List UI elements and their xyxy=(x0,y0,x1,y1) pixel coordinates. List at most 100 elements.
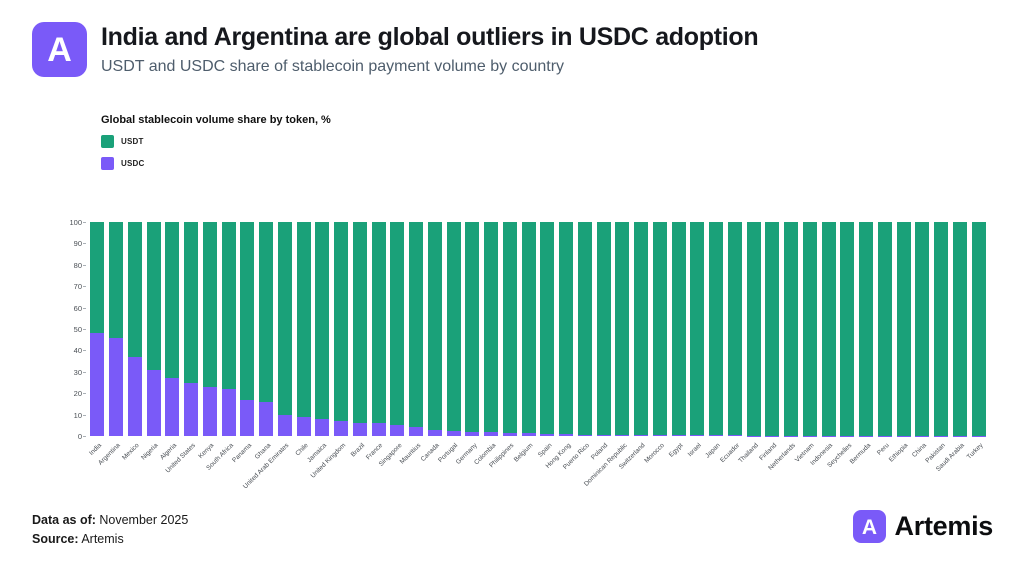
usdt-segment xyxy=(240,222,255,400)
usdt-segment xyxy=(615,222,630,435)
bar-slot xyxy=(876,222,895,436)
bar-ghana xyxy=(259,222,274,436)
bar-slot xyxy=(163,222,182,436)
usdt-segment xyxy=(184,222,199,383)
bar-slot xyxy=(407,222,426,436)
data-as-of-line: Data as of: November 2025 xyxy=(32,511,188,530)
bar-slot xyxy=(932,222,951,436)
usdc-segment xyxy=(709,435,724,436)
usdc-segment xyxy=(277,414,292,436)
usdc-segment xyxy=(259,401,274,436)
bar-puerto-rico xyxy=(577,222,592,436)
bar-algeria xyxy=(165,222,180,436)
usdc-segment xyxy=(127,356,142,436)
usdt-segment xyxy=(652,222,667,436)
bar-slot xyxy=(126,222,145,436)
usdt-segment xyxy=(146,222,161,370)
y-axis-tick-mark xyxy=(83,264,86,266)
usdc-segment xyxy=(165,378,180,436)
y-axis-tick-mark xyxy=(83,393,86,395)
y-axis-tick-mark xyxy=(83,436,86,437)
usdt-segment xyxy=(502,222,517,433)
bar-slot xyxy=(444,222,463,436)
y-axis-tick-label: 20 xyxy=(73,389,82,399)
bar-pakistan xyxy=(934,222,949,436)
data-as-of-value: November 2025 xyxy=(95,513,189,527)
usdt-segment xyxy=(334,222,349,422)
x-axis-label: Israel xyxy=(687,442,704,459)
x-axis-label: Peru xyxy=(876,442,891,457)
source-value: Artemis xyxy=(78,531,124,546)
bar-slot xyxy=(351,222,370,436)
usdt-segment xyxy=(484,222,499,432)
bar-slot xyxy=(313,222,332,436)
bar-slot xyxy=(838,222,857,436)
usdc-segment xyxy=(240,399,255,436)
bar-slot xyxy=(238,222,257,436)
bar-poland xyxy=(596,222,611,436)
y-axis-tick-label: 100 xyxy=(69,218,82,227)
y-axis-tick-label: 60 xyxy=(73,303,82,313)
brand-lockup: A Artemis xyxy=(852,510,993,543)
x-axis-label: Nigeria xyxy=(140,442,160,462)
usdt-segment xyxy=(427,222,442,430)
usdc-segment xyxy=(652,435,667,436)
usdc-segment xyxy=(315,418,330,436)
bar-ethiopia xyxy=(896,222,911,436)
bar-slot xyxy=(913,222,932,436)
x-axis-label: India xyxy=(88,442,104,457)
bar-slot xyxy=(482,222,501,436)
y-axis: 0 10 20 30 40 50 60 70 80 90 100 xyxy=(58,218,86,441)
usdc-segment xyxy=(671,435,686,436)
source-label: Source: xyxy=(32,531,79,546)
usdt-segment xyxy=(296,222,311,417)
legend-label-usdt: USDT xyxy=(121,137,144,146)
usdt-segment xyxy=(540,222,555,434)
usdc-segment xyxy=(596,434,611,436)
bar-morocco xyxy=(652,222,667,436)
usdt-segment xyxy=(727,222,742,436)
bar-france xyxy=(371,222,386,436)
x-axis-labels: India Argentina Mexico Nigeria Algeria United… xyxy=(88,440,988,510)
x-axis-label: Japan xyxy=(704,442,723,460)
usdc-segment xyxy=(615,434,630,436)
usdt-segment xyxy=(690,222,705,436)
bar-ecuador xyxy=(727,222,742,436)
usdt-segment xyxy=(596,222,611,435)
usdt-segment xyxy=(952,222,967,436)
usdc-segment xyxy=(334,421,349,436)
bar-indonesia xyxy=(821,222,836,436)
legend-title: Global stablecoin volume share by token,… xyxy=(101,114,331,126)
bar-hong-kong xyxy=(559,222,574,436)
bar-slot xyxy=(669,222,688,436)
header: A India and Argentina are global outlier… xyxy=(32,22,759,77)
usdt-segment xyxy=(840,222,855,436)
bar-mexico xyxy=(127,222,142,436)
bar-portugal xyxy=(446,222,461,436)
bar-saudi-arabia xyxy=(952,222,967,436)
bar-slot xyxy=(857,222,876,436)
legend-item-usdc: USDC xyxy=(101,157,331,170)
usdt-segment xyxy=(465,222,480,432)
bar-india xyxy=(90,222,105,436)
x-axis-label: Mexico xyxy=(121,442,141,462)
bar-bermuda xyxy=(859,222,874,436)
bar-slot xyxy=(613,222,632,436)
bar-dominican-republic xyxy=(615,222,630,436)
bar-colombia xyxy=(484,222,499,436)
usdc-segment xyxy=(146,369,161,436)
artemis-logo-small-icon: A xyxy=(852,510,886,543)
y-axis-tick-label: 90 xyxy=(73,239,82,249)
usdt-segment xyxy=(127,222,142,357)
bar-slot xyxy=(538,222,557,436)
usdc-segment xyxy=(727,435,742,436)
bar-slot xyxy=(819,222,838,436)
bar-nigeria xyxy=(146,222,161,436)
bar-egypt xyxy=(671,222,686,436)
bar-mauritius xyxy=(409,222,424,436)
legend-label-usdc: USDC xyxy=(121,159,145,168)
x-axis-label: Panama xyxy=(231,442,254,465)
bar-philippines xyxy=(502,222,517,436)
usdt-segment xyxy=(709,222,724,436)
usdt-segment xyxy=(746,222,761,436)
